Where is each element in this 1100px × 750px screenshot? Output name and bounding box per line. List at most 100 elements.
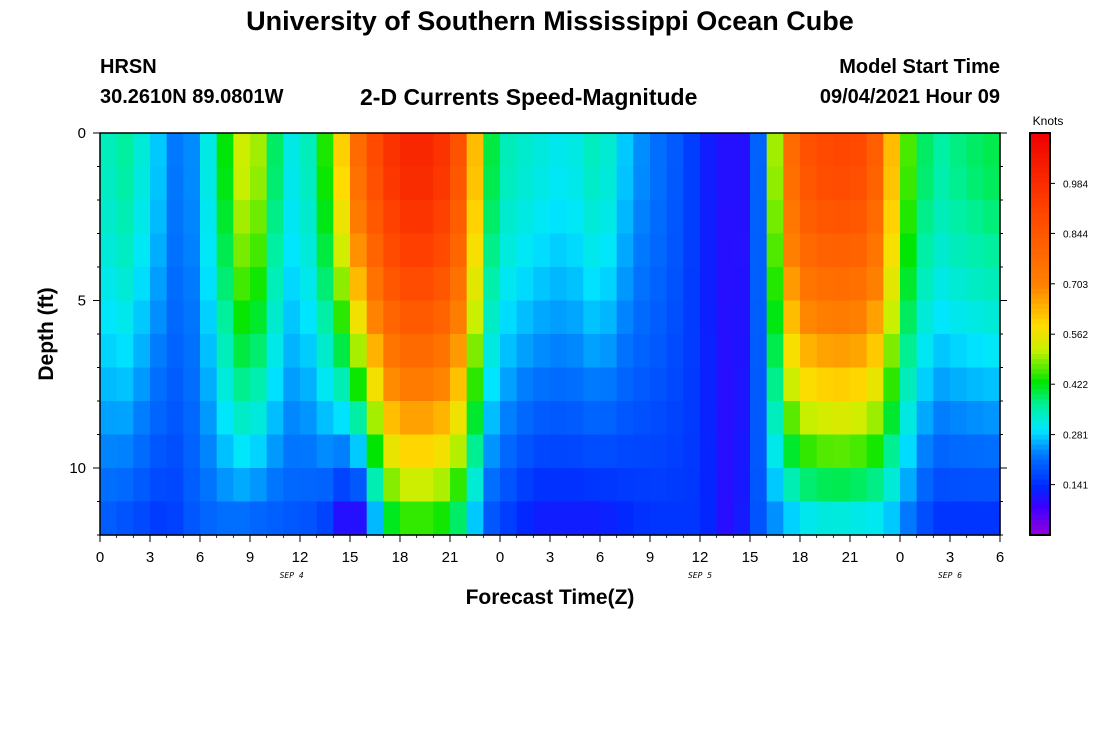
- heatmap-cell: [116, 133, 134, 168]
- heatmap-cell: [700, 267, 718, 302]
- heatmap-cell: [816, 233, 834, 268]
- heatmap-cell: [483, 434, 501, 469]
- heatmap-cell: [983, 468, 1001, 503]
- heatmap-cell: [316, 434, 334, 469]
- heatmap-cell: [233, 501, 251, 536]
- colorbar-segment: [1030, 168, 1050, 174]
- heatmap-cell: [200, 401, 218, 436]
- x-tick-label: 15: [742, 549, 759, 566]
- colorbar-segment: [1030, 328, 1050, 335]
- heatmap-cell: [783, 300, 801, 335]
- colorbar-segment: [1030, 143, 1050, 149]
- heatmap-cell: [250, 200, 268, 235]
- heatmap-cell: [800, 434, 818, 469]
- heatmap-cell: [933, 200, 951, 235]
- heatmap-cell: [616, 200, 634, 235]
- heatmap-cell: [883, 233, 901, 268]
- heatmap-cell: [466, 401, 484, 436]
- heatmap-cell: [366, 133, 384, 168]
- heatmap-cell: [533, 501, 551, 536]
- heatmap-cell: [866, 233, 884, 268]
- heatmap-cell: [516, 468, 534, 503]
- heatmap-cell: [850, 166, 868, 201]
- heatmap-cell: [816, 267, 834, 302]
- heatmap-cell: [800, 501, 818, 536]
- heatmap-cell: [216, 501, 234, 536]
- heatmap-cell: [283, 267, 301, 302]
- heatmap-cell: [150, 401, 168, 436]
- heatmap-cell: [450, 200, 468, 235]
- heatmap-cell: [200, 468, 218, 503]
- heatmap-cell: [200, 367, 218, 402]
- heatmap-cell: [866, 401, 884, 436]
- heatmap-cell: [583, 501, 601, 536]
- heatmap-cell: [983, 300, 1001, 335]
- colorbar-segment: [1030, 263, 1050, 270]
- heatmap-cell: [133, 200, 151, 235]
- heatmap-cell: [916, 133, 934, 168]
- heatmap-cell: [550, 200, 568, 235]
- heatmap-cell: [633, 233, 651, 268]
- heatmap-cell: [766, 200, 784, 235]
- date-label: SEP 5: [688, 571, 712, 580]
- heatmap-cell: [666, 200, 684, 235]
- heatmap-cell: [250, 401, 268, 436]
- heatmap-cell: [933, 133, 951, 168]
- colorbar-segment: [1030, 379, 1050, 385]
- heatmap-cell: [616, 367, 634, 402]
- colorbar-segment: [1030, 183, 1050, 189]
- heatmap-cell: [150, 334, 168, 369]
- heatmap-cell: [166, 468, 184, 503]
- heatmap-cell: [233, 200, 251, 235]
- heatmap-cell: [450, 300, 468, 335]
- heatmap-cell: [500, 468, 518, 503]
- heatmap-cell: [733, 133, 751, 168]
- heatmap-cell: [966, 334, 984, 369]
- heatmap-cell: [316, 166, 334, 201]
- heatmap-cell: [383, 133, 401, 168]
- heatmap-cell: [966, 468, 984, 503]
- colorbar-segment: [1030, 228, 1050, 235]
- heatmap-cell: [183, 468, 201, 503]
- heatmap-cell: [566, 434, 584, 469]
- heatmap-cell: [366, 334, 384, 369]
- heatmap-cell: [550, 166, 568, 201]
- heatmap-cell: [233, 133, 251, 168]
- heatmap-cell: [783, 133, 801, 168]
- heatmap-cell: [866, 166, 884, 201]
- colorbar-segment: [1030, 158, 1050, 164]
- heatmap-cell: [216, 133, 234, 168]
- heatmap-cell: [366, 300, 384, 335]
- heatmap-cell: [600, 166, 618, 201]
- heatmap-cell: [750, 233, 768, 268]
- heatmap-cell: [116, 468, 134, 503]
- heatmap-cell: [850, 200, 868, 235]
- heatmap-cell: [500, 367, 518, 402]
- y-axis-label: Depth (ft): [35, 287, 58, 380]
- heatmap-cell: [266, 166, 284, 201]
- heatmap-cell: [350, 233, 368, 268]
- heatmap-cell: [450, 166, 468, 201]
- heatmap-cell: [900, 501, 918, 536]
- heatmap-cell: [950, 300, 968, 335]
- heatmap-cell: [883, 200, 901, 235]
- heatmap-cell: [416, 501, 434, 536]
- heatmap-cell: [850, 434, 868, 469]
- heatmap-cell: [266, 367, 284, 402]
- heatmap-cell: [716, 468, 734, 503]
- heatmap-cell: [750, 300, 768, 335]
- heatmap-cell: [800, 233, 818, 268]
- heatmap-cell: [833, 334, 851, 369]
- heatmap-cell: [650, 300, 668, 335]
- heatmap-cell: [383, 166, 401, 201]
- heatmap-cell: [133, 267, 151, 302]
- heatmap-cell: [566, 267, 584, 302]
- heatmap-cell: [400, 300, 418, 335]
- heatmap-cell: [583, 334, 601, 369]
- heatmap-cell: [233, 334, 251, 369]
- heatmap-cell: [866, 468, 884, 503]
- colorbar-segment: [1030, 519, 1050, 526]
- heatmap-cell: [516, 267, 534, 302]
- heatmap-cell: [183, 334, 201, 369]
- heatmap-cell: [950, 267, 968, 302]
